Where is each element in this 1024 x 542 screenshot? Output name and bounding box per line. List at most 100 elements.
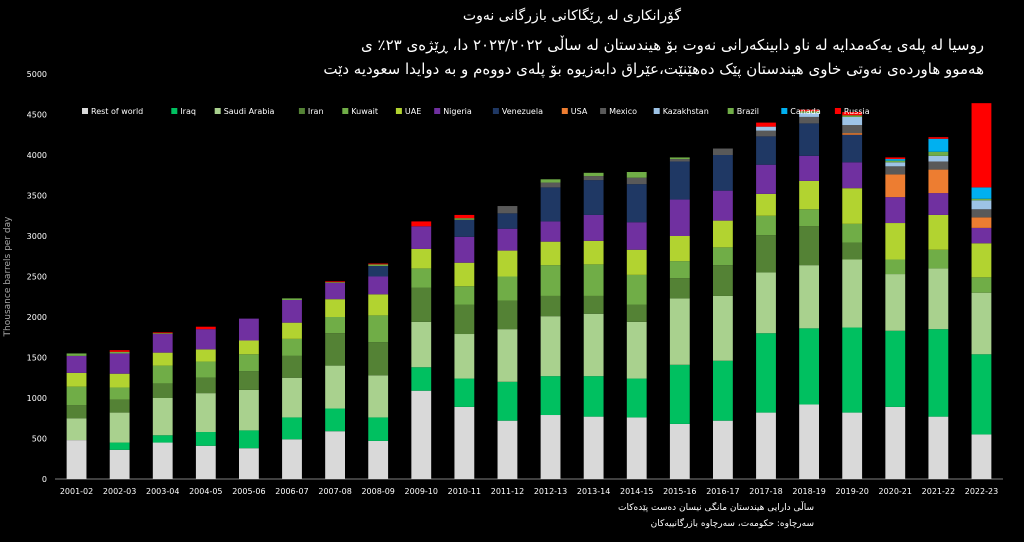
bar-segment	[325, 365, 346, 409]
bar-segment	[799, 265, 820, 329]
bar-segment	[842, 223, 863, 243]
bar-segment	[583, 313, 604, 377]
bar-segment	[583, 214, 604, 241]
x-tick-label: 2014-15	[620, 487, 653, 496]
bar-segment	[885, 274, 906, 331]
bar-segment	[152, 365, 173, 384]
legend-label: Saudi Arabia	[224, 107, 275, 116]
bar-segment	[540, 316, 561, 377]
bar-segment	[669, 159, 690, 162]
bar-segment	[152, 334, 173, 353]
legend-swatch	[298, 108, 305, 114]
bar-segment	[756, 193, 776, 216]
bar-segment	[669, 161, 690, 200]
bar-segment	[712, 295, 733, 361]
bar-segment	[368, 294, 389, 316]
bar-segment	[540, 221, 561, 242]
legend-label: Iraq	[180, 107, 196, 116]
bar-segment	[885, 160, 906, 163]
bar-segment	[454, 406, 475, 479]
bar-segment	[842, 162, 863, 189]
bar-segment	[799, 109, 820, 112]
legend-swatch	[834, 108, 841, 114]
legend-label: Canada	[790, 107, 821, 116]
bar-segment	[325, 333, 346, 366]
bar-segment	[238, 430, 259, 449]
bar-segment	[756, 333, 776, 413]
bar-segment	[756, 272, 776, 334]
legend-swatch	[561, 108, 568, 114]
legend-label: USA	[571, 107, 588, 116]
bar-segment	[66, 353, 87, 356]
y-tick-label: 3000	[27, 232, 47, 241]
legend-swatch	[395, 108, 402, 114]
bar-segment	[885, 174, 906, 198]
bar-segment	[928, 268, 949, 330]
bar-segment	[799, 328, 820, 405]
bar-segment	[799, 123, 820, 156]
y-axis-label: Thousance barrels per day	[3, 216, 13, 338]
bar-segment	[842, 327, 863, 413]
bar-segment	[712, 155, 733, 191]
bar-segment	[971, 292, 992, 355]
bar-segment	[152, 435, 173, 443]
bar-segment	[368, 264, 389, 266]
legend-swatch	[781, 108, 788, 114]
bar-segment	[799, 404, 820, 479]
bar-segment	[109, 350, 130, 352]
bar-segment	[282, 355, 302, 378]
x-tick-label: 2006-07	[275, 487, 308, 496]
bar-segment	[971, 227, 992, 244]
chart-subtitle-line2: هەموو هاوردەی نەوتی خاوی هیندستان پێک دە…	[323, 60, 984, 78]
bar-segment	[669, 364, 690, 424]
bar-segment	[928, 138, 949, 152]
x-tick-label: 2016-17	[706, 487, 739, 496]
y-tick-label: 0	[42, 475, 47, 484]
bar-segment	[626, 249, 647, 275]
bar-segment	[454, 262, 475, 287]
bar-segment	[152, 333, 173, 335]
bar-segment	[626, 378, 647, 418]
bar-segment	[885, 406, 906, 479]
bar-segment	[411, 287, 432, 322]
bar-segment	[842, 115, 863, 117]
bar-segment	[540, 295, 561, 317]
bar-segment	[626, 222, 647, 250]
bar-segment	[842, 112, 863, 116]
bar-segment	[756, 126, 776, 131]
y-tick-label: 4000	[27, 151, 47, 160]
bar-segment	[583, 264, 604, 296]
bar-segment	[928, 155, 949, 162]
bar-segment	[799, 180, 820, 210]
bar-segment	[368, 263, 389, 265]
bar-segment	[325, 408, 346, 432]
bar-segment	[669, 261, 690, 279]
bar-segment	[842, 259, 863, 328]
bar-segment	[928, 193, 949, 215]
bar-segment	[325, 282, 346, 300]
bar-segment	[368, 375, 389, 418]
bar-segment	[971, 198, 992, 201]
bar-segment	[454, 218, 475, 220]
bar-segment	[885, 159, 906, 161]
bar-segment	[497, 228, 518, 251]
bar-segment	[626, 321, 647, 379]
bar-segment	[238, 340, 259, 355]
bar-segment	[583, 180, 604, 215]
bar-segment	[454, 214, 475, 219]
bar-segment	[712, 220, 733, 248]
bar-segment	[540, 187, 561, 222]
y-tick-label: 2000	[27, 313, 47, 322]
x-tick-label: 2022-23	[965, 487, 998, 496]
x-tick-label: 2008-09	[361, 487, 394, 496]
bar-segment	[756, 215, 776, 236]
bar-segment	[109, 373, 130, 388]
x-tick-label: 2004-05	[189, 487, 222, 496]
bar-segment	[497, 250, 518, 277]
bar-segment	[583, 176, 604, 181]
bar-segment	[411, 268, 432, 288]
bar-segment	[540, 265, 561, 296]
source-note: سەرچاوە: حکومەت، سەرچاوە بازرگانییەکان	[650, 519, 814, 529]
bar-segment	[368, 276, 389, 295]
